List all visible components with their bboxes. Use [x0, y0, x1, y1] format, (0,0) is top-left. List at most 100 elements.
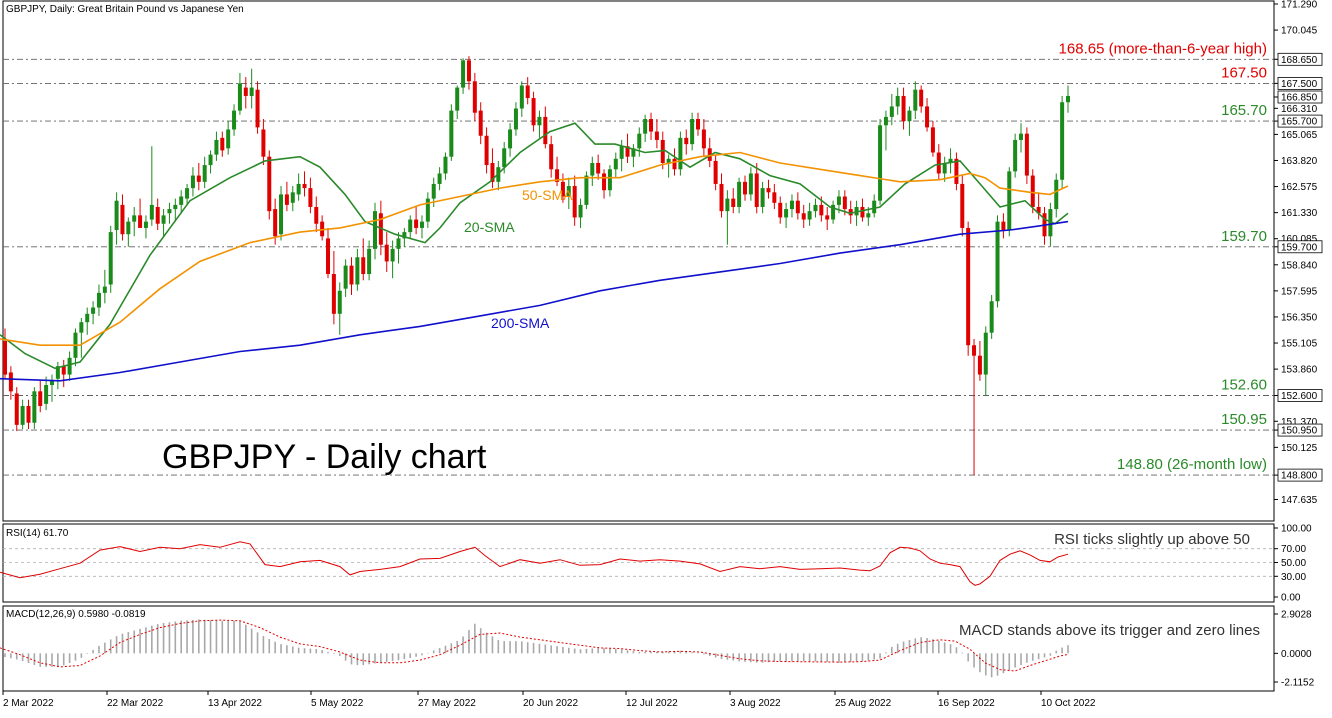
candle-body	[32, 391, 37, 423]
price-tick-box	[1277, 468, 1323, 482]
price-tick-label: 166.310	[1281, 104, 1318, 115]
candle-body	[173, 204, 178, 210]
candle-body	[437, 173, 442, 184]
candle-body	[185, 188, 190, 199]
price-tick-box	[1277, 423, 1323, 437]
candle-body	[684, 137, 689, 145]
price-tick-label: 150.950	[1281, 426, 1318, 437]
rsi-tick-label: 100.00	[1281, 524, 1312, 535]
candle-body	[26, 405, 31, 423]
pane-frame-main	[2, 0, 1275, 522]
candle-body	[772, 192, 777, 203]
level-label: 148.80 (26-month low)	[1117, 456, 1267, 473]
candle-body	[414, 219, 419, 228]
candle-body	[801, 213, 806, 220]
price-tick-box	[1277, 52, 1323, 66]
candle-body	[731, 198, 736, 207]
candle-body	[355, 257, 360, 285]
candle-body	[760, 188, 765, 207]
level-label: 168.65 (more-than-6-year high)	[1059, 40, 1267, 57]
level-label: 167.50	[1221, 64, 1267, 81]
level-label: 159.70	[1221, 228, 1267, 245]
candle-body	[966, 227, 971, 346]
price-tick-box	[1277, 90, 1323, 104]
candle-body	[719, 183, 724, 212]
candle-body	[449, 110, 454, 157]
candle-body	[572, 186, 577, 218]
sma-annotation: 20-SMA	[464, 219, 515, 235]
candle-body	[8, 372, 13, 392]
candle-body	[384, 244, 389, 262]
candle-body	[778, 202, 783, 218]
chart-subtitle: GBPJPY - Daily chart	[162, 438, 487, 476]
price-tick-label: 160.085	[1281, 234, 1318, 245]
macd-tick-label: 0.0000	[1281, 649, 1312, 660]
x-tick-label: 20 Jun 2022	[523, 698, 578, 709]
macd-annotation: MACD stands above its trigger and zero l…	[959, 622, 1260, 639]
candle-body	[214, 139, 219, 155]
candle-body	[91, 307, 96, 314]
rsi-title: RSI(14) 61.70	[6, 528, 69, 539]
candle-body	[126, 221, 131, 235]
candle-body	[1013, 139, 1018, 172]
candle-body	[326, 238, 331, 275]
candle-body	[590, 162, 595, 176]
candle-body	[302, 183, 307, 189]
candle-body	[889, 106, 894, 117]
price-tick-label: 152.600	[1281, 391, 1318, 402]
candle-body	[649, 119, 654, 132]
candle-body	[578, 204, 583, 218]
candle-body	[513, 108, 518, 130]
candle-body	[707, 148, 712, 161]
candle-body	[296, 183, 301, 195]
candle-body	[38, 391, 43, 406]
candle-body	[607, 169, 612, 191]
candle-body	[390, 248, 395, 262]
candle-body	[895, 95, 900, 107]
candle-body	[120, 204, 125, 235]
candle-body	[737, 181, 742, 207]
candle-body	[402, 232, 407, 239]
x-tick-label: 12 Jul 2022	[626, 698, 678, 709]
candle-body	[361, 257, 366, 275]
candle-body	[907, 110, 912, 122]
price-tick-label: 166.850	[1281, 93, 1318, 104]
candle-body	[637, 133, 642, 149]
candle-body	[208, 154, 213, 166]
candle-body	[472, 81, 477, 113]
price-tick-label: 165.700	[1281, 117, 1318, 128]
candle-body	[942, 162, 947, 174]
candle-body	[202, 165, 207, 182]
candle-body	[261, 129, 266, 157]
candle-body	[132, 215, 137, 222]
candle-body	[848, 209, 853, 216]
candle-body	[807, 211, 812, 220]
candle-body	[543, 116, 548, 145]
candle-body	[977, 355, 982, 375]
x-tick-label: 3 Aug 2022	[730, 698, 781, 709]
candle-body	[96, 292, 101, 308]
candle-body	[1066, 95, 1070, 103]
candle-body	[179, 196, 184, 205]
rsi-tick-label: 70.00	[1281, 544, 1306, 555]
candle-body	[1048, 209, 1053, 237]
candle-body	[549, 144, 554, 170]
price-tick-label: 148.800	[1281, 471, 1318, 482]
level-label: 152.60	[1221, 377, 1267, 394]
price-tick-label: 171.290	[1281, 0, 1318, 11]
candle-body	[226, 129, 231, 149]
candle-body	[49, 380, 54, 386]
candle-body	[690, 119, 695, 145]
candle-body	[754, 173, 759, 207]
price-tick-label: 155.105	[1281, 339, 1318, 350]
candle-body	[619, 146, 624, 159]
candle-body	[349, 265, 354, 285]
x-tick-label: 16 Sep 2022	[938, 698, 995, 709]
candle-body	[102, 286, 107, 293]
price-tick-box	[1277, 76, 1323, 90]
candle-body	[14, 393, 19, 425]
macd-title: MACD(12,26,9) 0.5980 -0.0819	[6, 609, 146, 620]
rsi-line	[0, 541, 1069, 586]
level-label: 150.95	[1221, 411, 1267, 428]
